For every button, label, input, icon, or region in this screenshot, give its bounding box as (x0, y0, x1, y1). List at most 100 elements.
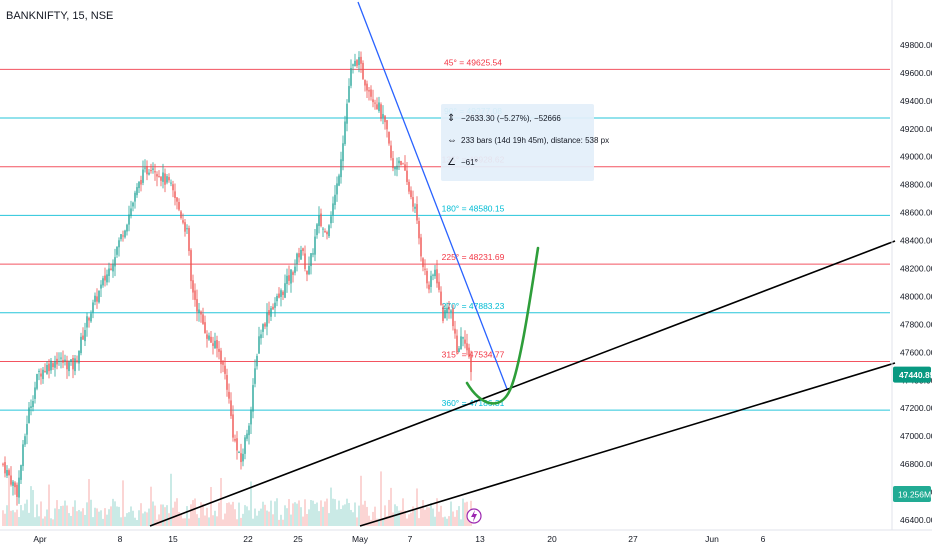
volume-bar (110, 506, 112, 526)
candle-body (352, 64, 354, 66)
volume-bar (374, 506, 376, 526)
volume-bar (438, 511, 440, 526)
volume-bar (182, 518, 184, 526)
candle-body (398, 160, 400, 164)
candle-body (288, 275, 290, 281)
volume-bar (310, 499, 312, 526)
volume-bar (34, 517, 36, 526)
time-tick-label: 25 (293, 534, 303, 544)
candle-body (354, 60, 356, 67)
volume-bar (68, 513, 70, 526)
volume-bar (434, 516, 436, 526)
volume-bar (446, 518, 448, 526)
volume-bar (398, 510, 400, 526)
volume-bar (112, 498, 114, 526)
volume-bar (270, 500, 272, 526)
candle-body (298, 253, 300, 258)
candle-body (292, 272, 294, 275)
volume-bar (184, 518, 186, 526)
candle-body (158, 176, 160, 178)
price-tick-label: 48200.00 (900, 264, 932, 274)
candle-body (126, 224, 128, 232)
volume-bar (236, 519, 238, 526)
candle-body (230, 400, 232, 416)
candle-body (326, 232, 328, 235)
candle-body (132, 202, 134, 207)
volume-bar (316, 502, 318, 526)
volume-bar (304, 499, 306, 526)
volume-bar (348, 503, 350, 526)
volume-bar (364, 500, 366, 526)
volume-bar (386, 516, 388, 526)
volume-bar (226, 503, 228, 526)
volume-bar (452, 511, 454, 526)
candle-body (236, 438, 238, 451)
candle-body (216, 339, 218, 349)
volume-bar (424, 509, 426, 526)
candle-body (346, 103, 348, 124)
volume-bar (352, 512, 354, 526)
candle-body (464, 339, 466, 344)
candle-body (276, 295, 278, 302)
candle-body (24, 436, 26, 445)
candle-body (16, 484, 18, 497)
volume-bar (98, 511, 100, 526)
fib-level-label: 45° = 49625.54 (444, 57, 502, 67)
volume-bar (234, 509, 236, 526)
volume-bar (388, 499, 390, 526)
candle-body (324, 231, 326, 233)
volume-bar (54, 508, 56, 526)
volume-bar (228, 502, 230, 526)
candle-body (160, 176, 162, 181)
candle-body (284, 283, 286, 298)
candle-body (282, 291, 284, 296)
candle-body (148, 172, 150, 175)
volume-bar (272, 514, 274, 526)
candle-body (436, 269, 438, 284)
candle-body (448, 306, 450, 310)
volume-bar (464, 502, 466, 526)
candle-body (302, 248, 304, 252)
volume-bar (94, 507, 96, 526)
candle-body (206, 334, 208, 339)
candle-body (92, 302, 94, 313)
candle-body (82, 335, 84, 340)
bars-icon: ⇔ (447, 135, 457, 146)
candle-body (90, 313, 92, 322)
candle-body (402, 163, 404, 165)
fib-level-label: 180° = 48580.15 (442, 203, 505, 213)
volume-bar (298, 500, 300, 526)
volume-bar (218, 502, 220, 526)
candle-body (468, 347, 470, 357)
volume-bar (84, 514, 86, 526)
candle-body (20, 465, 22, 480)
candle-body (322, 228, 324, 230)
candle-body (336, 183, 338, 195)
volume-bar (16, 509, 18, 526)
candle-body (202, 314, 204, 324)
candle-body (392, 158, 394, 169)
candle-body (80, 336, 82, 354)
candle-body (278, 293, 280, 298)
volume-bar (74, 500, 76, 526)
candle-body (264, 323, 266, 327)
candle-body (130, 208, 132, 216)
candle-body (10, 475, 12, 485)
volume-bar (186, 506, 188, 526)
volume-bar (232, 501, 234, 526)
candle-body (280, 290, 282, 297)
projection-curve (465, 246, 540, 405)
candle-body (84, 330, 86, 342)
candle-body (162, 172, 164, 182)
volume-bar (400, 510, 402, 526)
volume-bar (300, 507, 302, 526)
candle-body (394, 166, 396, 170)
candle-body (40, 373, 42, 377)
volume-bar (362, 504, 364, 526)
candle-body (34, 387, 36, 399)
volume-bar (150, 486, 152, 526)
volume-bar (148, 508, 150, 526)
volume-bar (214, 510, 216, 526)
